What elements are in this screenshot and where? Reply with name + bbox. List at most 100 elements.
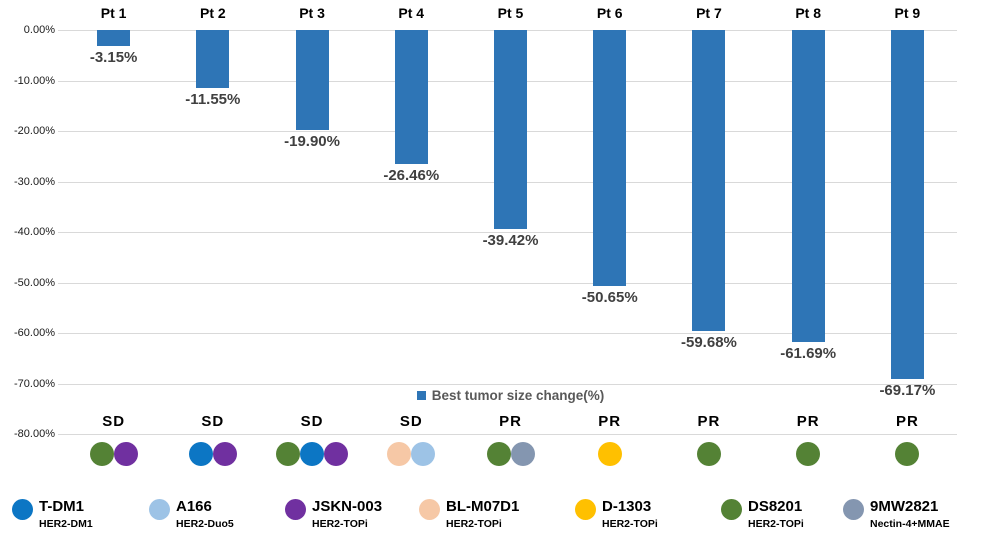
y-axis-tick-label: -70.00%: [14, 378, 55, 390]
d-1303-treatment-dot-icon: [598, 442, 622, 466]
bar-value-label: -50.65%: [581, 289, 638, 306]
response-status-label: SD: [102, 413, 126, 430]
bl-m07d1-color-dot-icon: [419, 499, 440, 520]
gridline: [58, 232, 957, 233]
9mw2821-color-dot-icon: [843, 499, 864, 520]
category-label: Pt 1: [100, 5, 127, 21]
drug-name: DS8201: [748, 498, 803, 515]
drug-legend-text: 9MW2821 Nectin-4+MMAE: [870, 498, 950, 530]
jskn-003-treatment-dot-icon: [114, 442, 138, 466]
bar-value-label: -69.17%: [879, 382, 936, 399]
jskn-003-treatment-dot-icon: [324, 442, 348, 466]
series-legend-label: Best tumor size change(%): [431, 388, 605, 403]
bar-value-label: -11.55%: [185, 91, 241, 108]
drug-legend-text: D-1303 HER2-TOPi: [602, 498, 658, 530]
drug-mechanism: HER2-TOPi: [602, 518, 658, 530]
bar-pt-8: [792, 30, 825, 342]
response-status-label: PR: [697, 413, 721, 430]
t-dm1-color-dot-icon: [12, 499, 33, 520]
drug-legend-item-jskn-003: JSKN-003 HER2-TOPi: [285, 498, 382, 530]
drug-mechanism: HER2-TOPi: [312, 518, 368, 530]
response-status-label: PR: [895, 413, 919, 430]
bar-value-label: -61.69%: [780, 345, 837, 362]
bar-value-label: -59.68%: [681, 334, 737, 351]
drug-name: D-1303: [602, 498, 652, 515]
category-label: Pt 5: [497, 5, 524, 21]
gridline: [58, 434, 957, 435]
bar-pt-4: [395, 30, 428, 164]
category-label: Pt 2: [199, 5, 226, 21]
drug-name: JSKN-003: [312, 498, 383, 515]
drug-legend-item-ds8201: DS8201 HER2-TOPi: [721, 498, 804, 530]
drug-legend-item-bl-m07d1: BL-M07D1 HER2-TOPi: [419, 498, 519, 530]
drug-mechanism: HER2-DM1: [39, 518, 93, 530]
a166-color-dot-icon: [149, 499, 170, 520]
bar-value-label: -3.15%: [89, 49, 138, 66]
y-axis-tick-label: 0.00%: [23, 24, 55, 36]
drug-mechanism: Nectin-4+MMAE: [870, 518, 950, 530]
category-label: Pt 9: [894, 5, 921, 21]
ds8201-treatment-dot-icon: [487, 442, 511, 466]
category-label: Pt 6: [596, 5, 623, 21]
series-legend: Best tumor size change(%): [64, 388, 957, 403]
category-label: Pt 4: [398, 5, 425, 21]
bar-pt-3: [296, 30, 329, 130]
bar-pt-5: [494, 30, 527, 229]
drug-legend-text: T-DM1 HER2-DM1: [39, 498, 93, 530]
category-label: Pt 3: [299, 5, 325, 21]
bar-pt-9: [891, 30, 924, 379]
ds8201-treatment-dot-icon: [796, 442, 820, 466]
y-axis-tick-label: -10.00%: [14, 75, 55, 87]
ds8201-color-dot-icon: [721, 499, 742, 520]
gridline: [58, 283, 957, 284]
bar-pt-1: [97, 30, 130, 46]
drug-mechanism: HER2-TOPi: [748, 518, 804, 530]
drug-name: T-DM1: [39, 498, 84, 515]
jskn-003-treatment-dot-icon: [213, 442, 237, 466]
jskn-003-color-dot-icon: [285, 499, 306, 520]
t-dm1-treatment-dot-icon: [300, 442, 324, 466]
drug-mechanism: HER2-TOPi: [446, 518, 502, 530]
bar-value-label: -26.46%: [383, 167, 440, 184]
ds8201-treatment-dot-icon: [697, 442, 721, 466]
d-1303-color-dot-icon: [575, 499, 596, 520]
bar-pt-7: [692, 30, 725, 331]
response-status-label: SD: [399, 413, 423, 430]
ds8201-treatment-dot-icon: [90, 442, 114, 466]
response-status-label: SD: [300, 413, 324, 430]
category-label: Pt 7: [696, 5, 722, 21]
y-axis-tick-label: -20.00%: [14, 125, 55, 137]
drug-legend-item-d-1303: D-1303 HER2-TOPi: [575, 498, 658, 530]
response-status-label: SD: [201, 413, 225, 430]
9mw2821-treatment-dot-icon: [511, 442, 535, 466]
category-label: Pt 8: [795, 5, 821, 21]
series-legend-marker-icon: [416, 391, 426, 400]
drug-name: A166: [176, 498, 212, 515]
ds8201-treatment-dot-icon: [276, 442, 300, 466]
drug-mechanism: HER2-Duo5: [176, 518, 234, 530]
y-axis-tick-label: -60.00%: [14, 327, 55, 339]
drug-legend-item-9mw2821: 9MW2821 Nectin-4+MMAE: [843, 498, 950, 530]
drug-name: 9MW2821: [870, 498, 939, 515]
drug-legend-item-t-dm1: T-DM1 HER2-DM1: [12, 498, 93, 530]
drug-legend-text: A166 HER2-Duo5: [176, 498, 234, 530]
y-axis-tick-label: -80.00%: [14, 428, 55, 440]
ds8201-treatment-dot-icon: [895, 442, 919, 466]
gridline: [58, 384, 957, 385]
bar-pt-2: [196, 30, 229, 88]
bar-pt-6: [593, 30, 626, 286]
drug-name: BL-M07D1: [446, 498, 520, 515]
drug-legend-text: BL-M07D1 HER2-TOPi: [446, 498, 519, 530]
t-dm1-treatment-dot-icon: [189, 442, 213, 466]
response-status-label: PR: [796, 413, 820, 430]
drug-legend-text: JSKN-003 HER2-TOPi: [312, 498, 382, 530]
response-status-label: PR: [598, 413, 622, 430]
response-status-label: PR: [499, 413, 522, 430]
y-axis-tick-label: -50.00%: [14, 277, 55, 289]
drug-legend-item-a166: A166 HER2-Duo5: [149, 498, 234, 530]
gridline: [58, 333, 957, 334]
y-axis-tick-label: -40.00%: [14, 226, 55, 238]
a166-treatment-dot-icon: [411, 442, 435, 466]
bl-m07d1-treatment-dot-icon: [387, 442, 411, 466]
